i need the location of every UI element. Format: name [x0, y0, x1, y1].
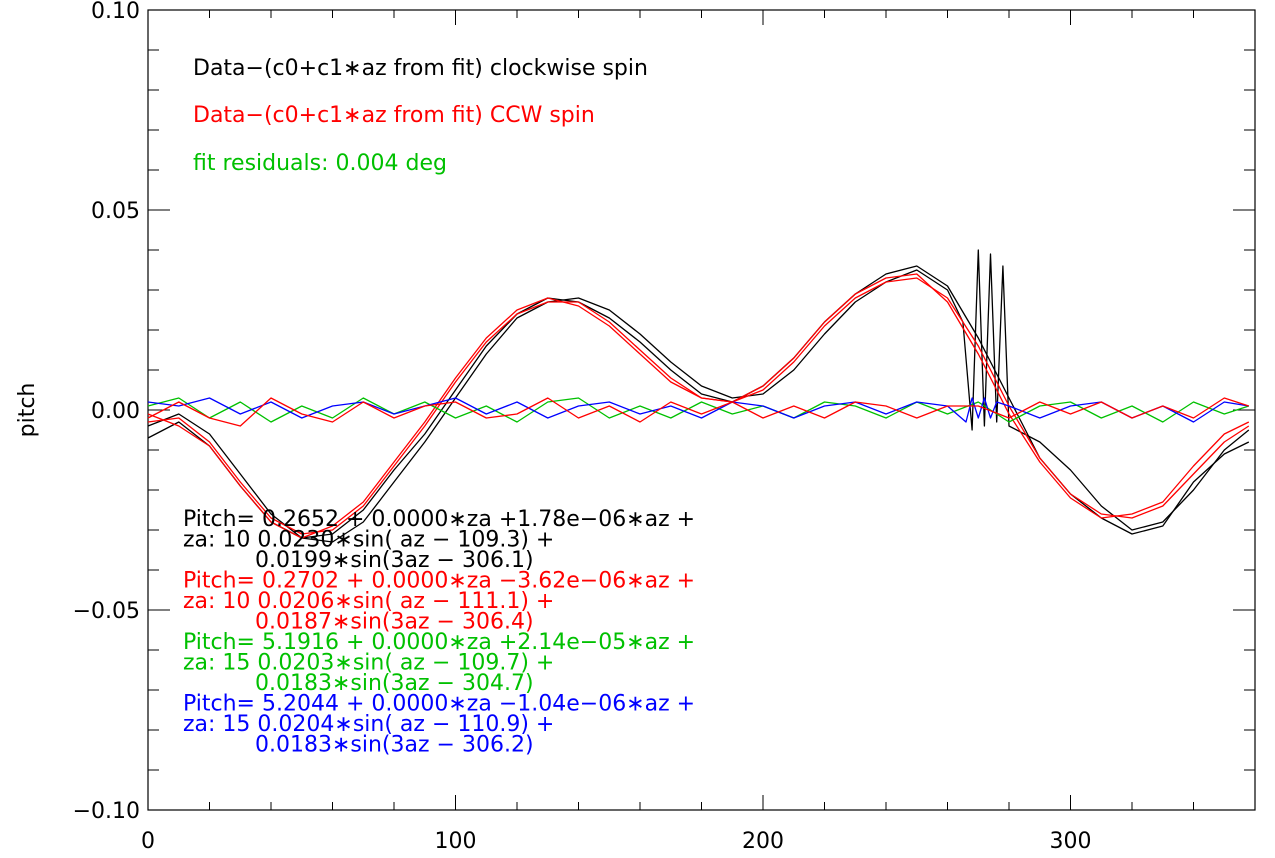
legend-entry: Data−(c0+c1∗az from fit) clockwise spin	[193, 56, 648, 81]
fit-annotation-line: 0.0199∗sin(3az − 306.1)	[255, 548, 534, 573]
fit-annotation-line: za: 15 0.0203∗sin( az − 109.7) +	[183, 651, 554, 676]
fit-annotations: Pitch= 0.2652 + 0.0000∗za +1.78e−06∗az +…	[183, 507, 695, 758]
y-tick-label: −0.05	[73, 599, 140, 624]
y-tick-label: 0.10	[91, 0, 140, 24]
fit-annotation-line: Pitch= 5.2044 + 0.0000∗za −1.04e−06∗az +	[183, 692, 695, 717]
fit-annotation-line: Pitch= 0.2702 + 0.0000∗za −3.62e−06∗az +	[183, 569, 695, 594]
fit-annotation-line: za: 15 0.0204∗sin( az − 110.9) +	[183, 712, 554, 737]
fit-annotation-line: 0.0183∗sin(3az − 304.7)	[255, 671, 534, 696]
fit-annotation-line: za: 10 0.0230∗sin( az − 109.3) +	[183, 528, 554, 553]
y-tick-label: 0.05	[91, 199, 140, 224]
series-line-5	[147, 397, 1250, 423]
fit-annotation-line: za: 10 0.0206∗sin( az − 111.1) +	[183, 589, 554, 614]
fit-annotation-line: 0.0187∗sin(3az − 306.4)	[255, 610, 534, 635]
series-line-1	[147, 249, 1250, 543]
series-layer	[147, 249, 1250, 543]
legend: Data−(c0+c1∗az from fit) clockwise spin D…	[193, 56, 648, 176]
legend-entry: fit residuals: 0.004 deg	[193, 151, 447, 176]
x-tick-label: 0	[141, 829, 155, 854]
x-tick-label: 300	[1050, 829, 1092, 854]
fit-annotation-line: Pitch= 5.1916 + 0.0000∗za +2.14e−05∗az +	[183, 630, 695, 655]
series-line-2	[147, 265, 1250, 539]
fit-annotation-line: Pitch= 0.2652 + 0.0000∗za +1.78e−06∗az +	[183, 507, 695, 532]
series-line-3	[147, 277, 1250, 535]
y-tick-label: −0.10	[73, 799, 140, 824]
series-line-7	[147, 397, 1250, 427]
x-tick-label: 200	[742, 829, 784, 854]
axis-ticks: 0 100 200 300 −0.10 −0.05 0.00 0.05 0.10	[73, 0, 1255, 854]
y-tick-label: 0.00	[91, 399, 140, 424]
x-tick-label: 100	[435, 829, 477, 854]
series-line-4	[147, 273, 1250, 539]
y-axis-label: pitch	[15, 383, 40, 438]
fit-annotation-line: 0.0183∗sin(3az − 306.2)	[255, 733, 534, 758]
legend-entry: Data−(c0+c1∗az from fit) CCW spin	[193, 103, 595, 128]
